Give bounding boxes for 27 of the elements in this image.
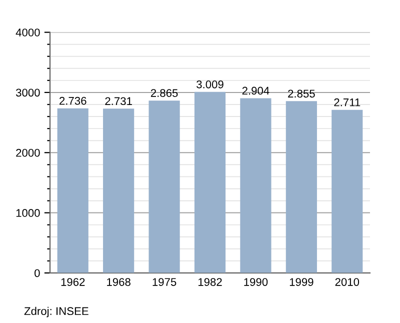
- x-tick-label: 1962: [61, 278, 85, 286]
- x-tick-label: 2010: [335, 278, 360, 286]
- text: Zdroj: INSEE: [24, 306, 88, 318]
- y-tick-label: 4000: [16, 28, 40, 36]
- data-label: 2.855: [288, 90, 315, 98]
- data-label: 2.865: [150, 89, 178, 97]
- bar: [148, 100, 180, 273]
- bar: [332, 110, 363, 273]
- x-tick-label: 1982: [198, 278, 222, 286]
- x-tick-label: 1968: [107, 278, 130, 286]
- x-tick-label: 1999: [290, 278, 314, 286]
- y-tick-label: 1000: [16, 209, 40, 217]
- data-label: 2.731: [105, 97, 132, 106]
- bar: [286, 101, 317, 273]
- data-label: 2.711: [334, 98, 360, 106]
- y-tick-label: 2000: [16, 148, 40, 157]
- bar: [103, 108, 134, 273]
- x-tick-label: 1975: [152, 278, 176, 286]
- x-tick-label: 1990: [244, 278, 268, 286]
- y-tick-label: 3000: [16, 88, 40, 97]
- data-label: 3.009: [196, 80, 224, 88]
- y-tick-label: 0: [34, 269, 40, 278]
- data-label: 2.904: [242, 86, 270, 95]
- bar: [57, 108, 88, 273]
- bar: [240, 98, 272, 273]
- data-label: 2.736: [60, 96, 86, 105]
- bar: [194, 92, 226, 273]
